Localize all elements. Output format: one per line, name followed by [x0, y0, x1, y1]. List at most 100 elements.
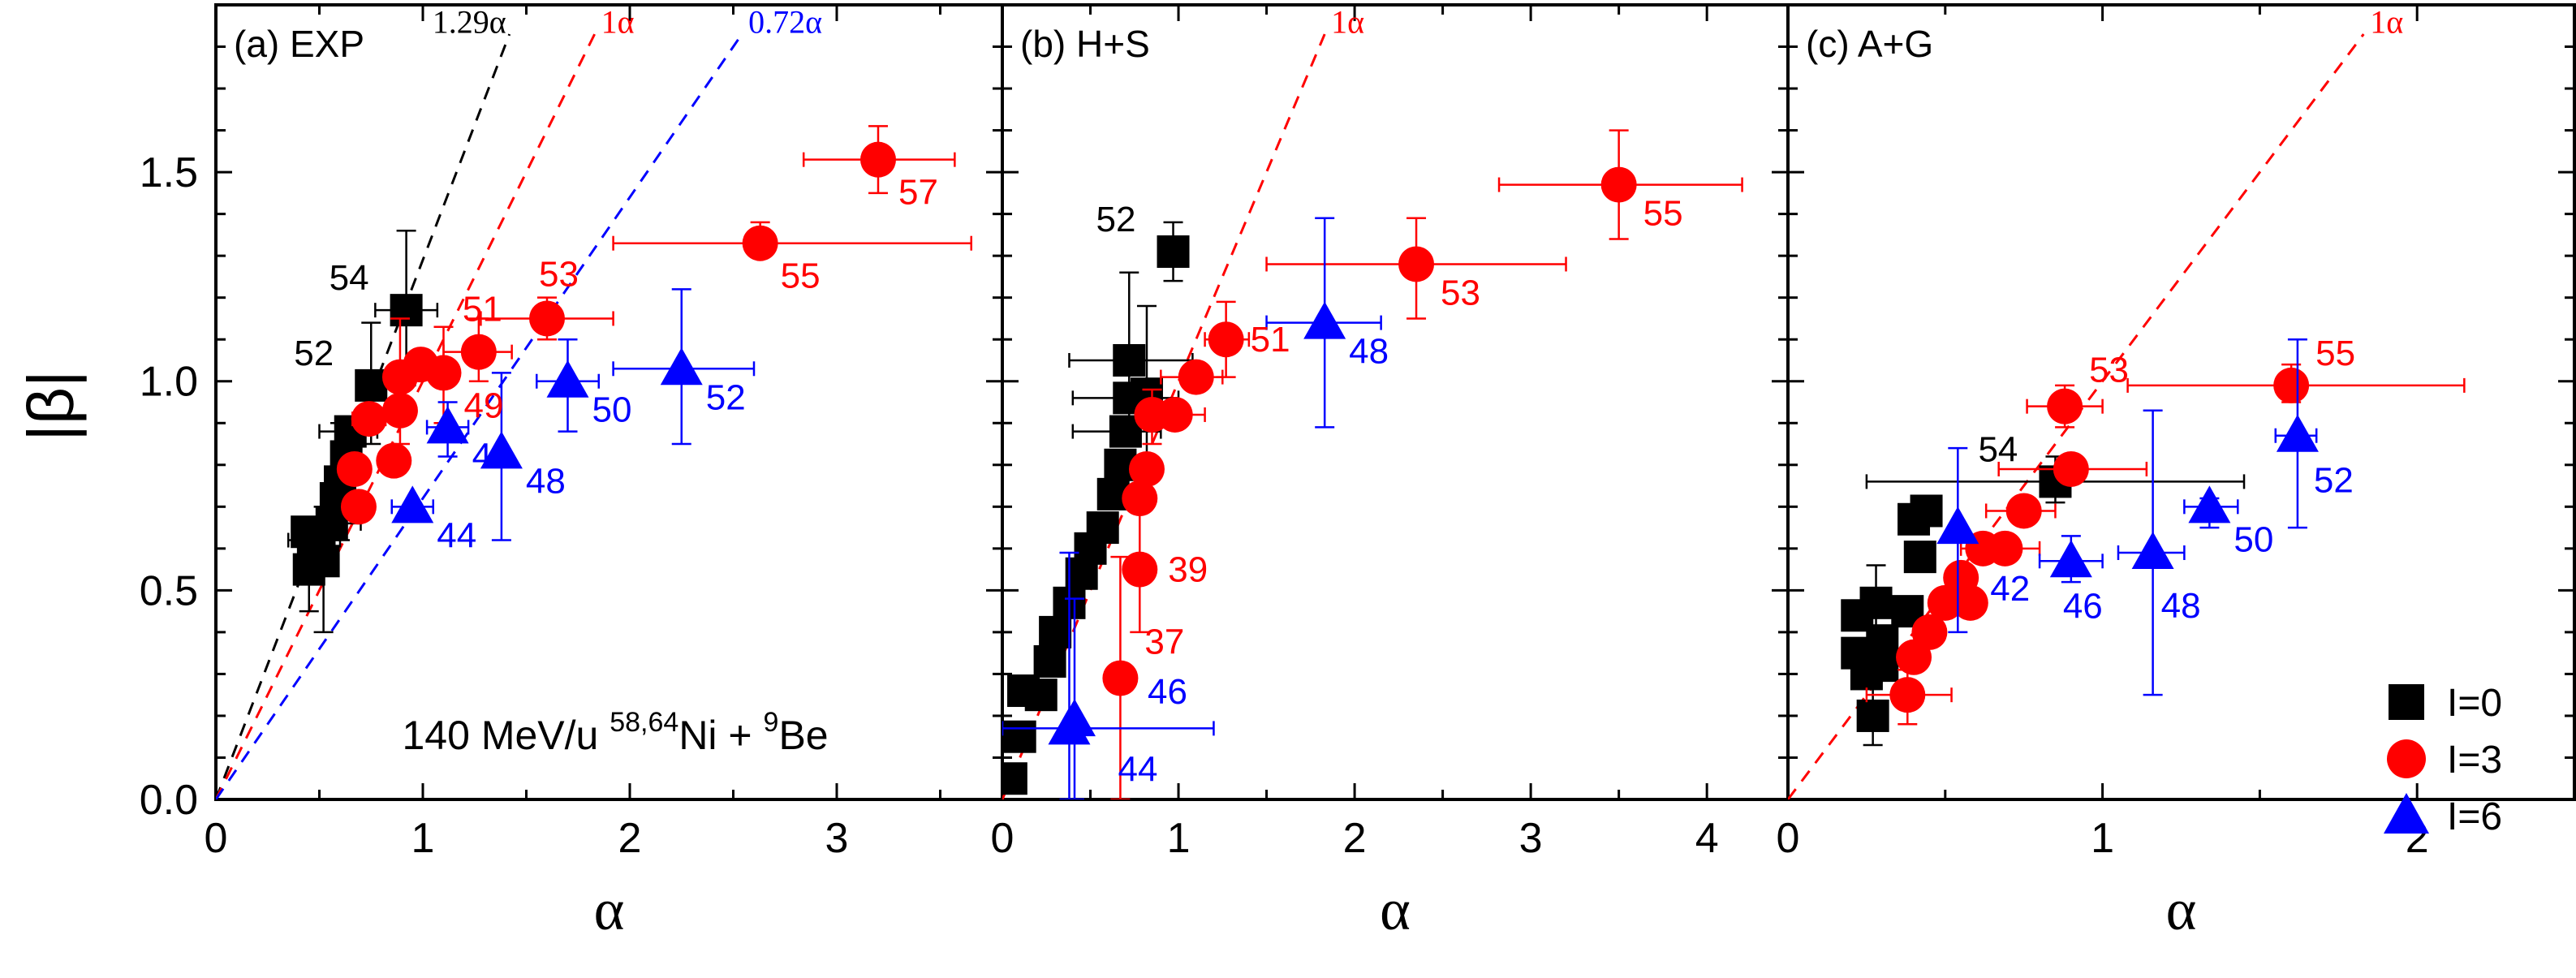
y-axis-label: |β|: [15, 370, 87, 442]
data-point-circle-I3: [1889, 677, 1926, 713]
data-point-square-I0: [1910, 494, 1943, 528]
legend-label: I=3: [2447, 739, 2502, 782]
data-point-circle-I3: [1178, 359, 1214, 395]
data-label: 52: [2314, 461, 2354, 501]
data-point-circle-I3: [529, 300, 565, 337]
data-label: 55: [781, 256, 821, 296]
data-point-circle-I3: [1208, 321, 1244, 358]
data-point-square-I0: [390, 294, 423, 327]
y-tick-label: 0.5: [140, 567, 198, 614]
data-point-circle-I3: [1952, 584, 1988, 621]
data-point-circle-I3: [860, 141, 896, 178]
legend-marker-circle: [2387, 739, 2426, 778]
data-point-square-I0: [355, 368, 388, 402]
legend: I=0 I=3 I=6: [2384, 682, 2502, 838]
reference-line-label: 1.29α: [433, 4, 506, 41]
annotation-sup1: 58,64: [610, 707, 678, 738]
data-point-circle-I3: [1122, 551, 1158, 588]
data-point-triangle-I6: [2276, 414, 2319, 452]
data-point-triangle-I6: [546, 360, 589, 398]
data-label: 53: [1441, 273, 1480, 312]
data-point-circle-I3: [425, 355, 462, 391]
data-point-circle-I3: [351, 401, 387, 437]
data-label: 50: [592, 390, 632, 430]
data-point-square-I0: [1003, 720, 1036, 753]
x-tick-label: 4: [1695, 815, 1719, 862]
data-label: 52: [706, 377, 746, 417]
reference-line-1: [216, 33, 596, 799]
data-label: 48: [1349, 332, 1389, 372]
data-point-square-I0: [307, 545, 340, 578]
data-point-circle-I3: [1102, 660, 1139, 696]
y-tick-label: 1.0: [140, 359, 198, 406]
data-label: 52: [294, 334, 334, 373]
annotation-suffix: Be: [778, 713, 828, 758]
data-point-circle-I3: [1122, 480, 1158, 517]
data-point-triangle-I6: [1303, 301, 1346, 339]
annotation-mid: Ni +: [678, 713, 763, 758]
data-point-circle-I3: [742, 225, 778, 261]
data-point-square-I0: [1856, 699, 1889, 732]
y-tick-label: 0.0: [140, 777, 198, 824]
data-point-square-I0: [1113, 343, 1146, 377]
data-point-triangle-I6: [426, 406, 469, 444]
data-point-circle-I3: [1600, 166, 1637, 203]
data-label: 44: [1118, 749, 1157, 789]
x-axis-label: α: [1380, 877, 1411, 942]
legend-label: I=6: [2447, 795, 2502, 838]
x-tick-label: 3: [825, 815, 849, 862]
data-point-triangle-I6: [660, 347, 703, 386]
data-point-triangle-I6: [2188, 485, 2231, 523]
data-label: 46: [1148, 672, 1187, 712]
x-axis-label: α: [594, 877, 625, 942]
reaction-annotation: 140 MeV/u 58,64Ni + 9Be: [403, 707, 829, 758]
legend-marker-square: [2389, 684, 2424, 720]
data-label: 48: [526, 461, 566, 501]
data-label: 53: [2089, 351, 2129, 390]
data-label: 54: [1978, 429, 2018, 469]
data-point-circle-I3: [2005, 493, 2042, 529]
data-label: 57: [898, 173, 938, 213]
x-tick-label: 1: [2091, 815, 2114, 862]
data-point-square-I0: [1866, 649, 1899, 683]
reference-line-label: 1α: [601, 4, 635, 41]
panel-0: 0.0 0.5 1.0 1.5 0 1 2 3 α (a) EXP 1.29α 1α 0.72α 52 54…: [140, 3, 1004, 942]
data-point-circle-I3: [1987, 530, 2023, 567]
data-point-triangle-I6: [2049, 540, 2092, 578]
annotation-sup2: 9: [764, 707, 779, 738]
data-label: 55: [1643, 194, 1683, 234]
data-label: 51: [463, 290, 502, 330]
panel-content: [1002, 33, 1743, 799]
data-point-circle-I3: [1911, 614, 1948, 650]
data-point-circle-I3: [2047, 388, 2083, 424]
panel-title: (c) A+G: [1806, 23, 1933, 65]
panel-title: (a) EXP: [234, 23, 364, 65]
x-tick-label: 1: [1167, 815, 1191, 862]
reference-line-label: 1α: [2370, 4, 2403, 41]
data-label: 55: [2315, 334, 2355, 373]
data-label: 48: [2161, 586, 2201, 626]
data-label: 50: [2234, 519, 2273, 559]
legend-marker-triangle: [2384, 793, 2429, 834]
data-label: 46: [472, 436, 512, 476]
reference-line-label: 0.72α: [748, 4, 822, 41]
data-point-square-I0: [1086, 511, 1119, 545]
data-point-square-I0: [1033, 644, 1066, 678]
data-label: 54: [330, 258, 369, 298]
data-label: 37: [1144, 623, 1184, 662]
y-tick-label: 1.5: [140, 149, 198, 196]
reference-line-0.72: [216, 33, 743, 799]
data-label: 52: [1096, 200, 1136, 239]
data-label: 42: [1990, 569, 2030, 609]
data-point-square-I0: [1039, 615, 1072, 648]
data-label: 51: [1251, 320, 1290, 360]
data-point-circle-I3: [376, 442, 412, 479]
x-tick-label: 0: [1777, 815, 1800, 862]
data-point-circle-I3: [1128, 450, 1165, 487]
data-point-square-I0: [1002, 762, 1027, 795]
data-point-circle-I3: [460, 334, 497, 370]
data-label: 44: [437, 515, 476, 555]
data-point-circle-I3: [2273, 367, 2310, 403]
data-point-circle-I3: [2053, 450, 2089, 487]
